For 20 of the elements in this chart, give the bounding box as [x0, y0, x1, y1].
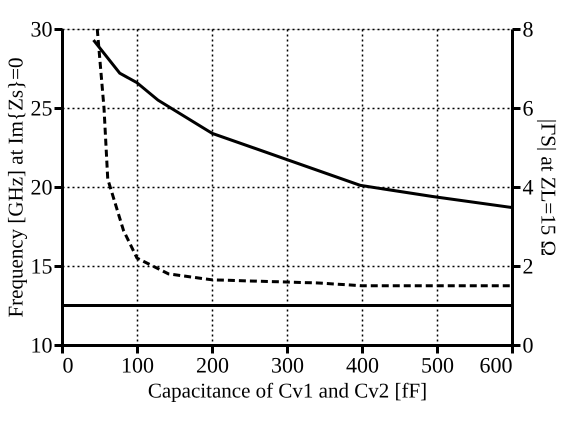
x-tick-label: 100 — [121, 352, 154, 378]
x-tick-label: 400 — [346, 352, 379, 378]
x-tick-label: 500 — [421, 352, 454, 378]
y-tick-label: 15 — [30, 254, 52, 278]
y2-tick-label: 6 — [522, 96, 534, 120]
x-tick-label: 200 — [196, 352, 229, 378]
y-tick-label: 30 — [30, 16, 52, 42]
y2-tick-label: 0 — [522, 332, 534, 358]
y2-axis-title: |ΓS| at ZL=15 Ω — [536, 118, 560, 256]
y-tick-label: 20 — [30, 174, 52, 200]
y2-tick-label: 2 — [522, 254, 534, 278]
x-tick-label: 300 — [271, 352, 304, 378]
x-tick-label: 600 — [480, 352, 512, 378]
y2-tick-label: 8 — [522, 16, 534, 42]
y-axis-title: Frequency [GHz] at Im{Zs}=0 — [4, 57, 28, 318]
x-axis-title: Capacitance of Cv1 and Cv2 [fF] — [148, 378, 428, 402]
y2-tick-label: 4 — [522, 174, 534, 200]
x-tick-label: 0 — [62, 352, 74, 378]
y-tick-label: 25 — [30, 96, 52, 120]
y-tick-label: 10 — [30, 332, 52, 358]
